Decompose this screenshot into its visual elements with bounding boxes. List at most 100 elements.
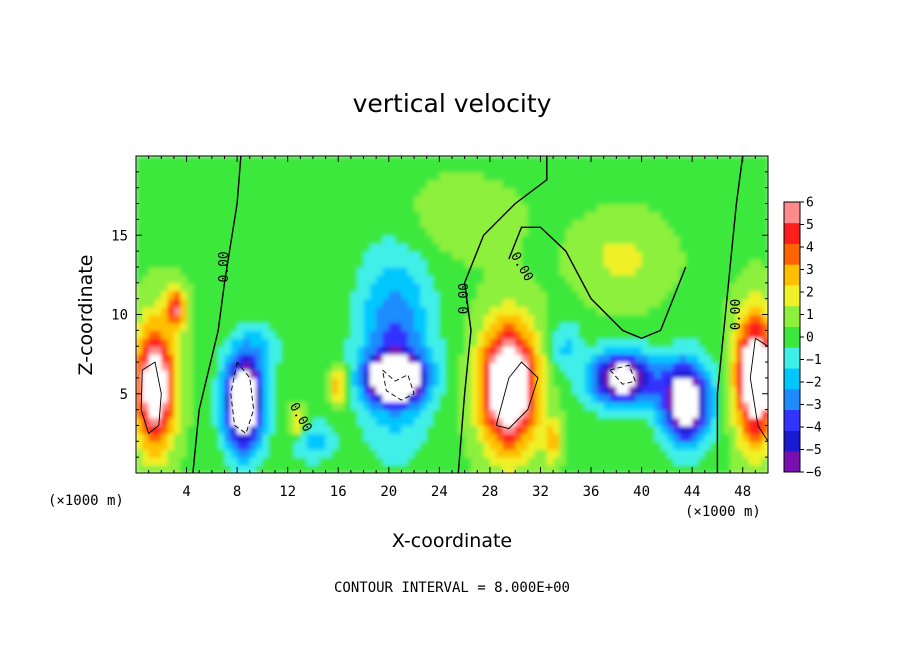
heatmap-cell <box>540 457 548 466</box>
heatmap-cell <box>192 425 200 434</box>
heatmap-cell <box>199 156 207 165</box>
heatmap-cell <box>294 163 301 173</box>
heatmap-cell <box>243 163 251 173</box>
heatmap-cell <box>508 298 516 308</box>
heatmap-cell <box>173 433 181 442</box>
heatmap-cell <box>306 362 314 371</box>
heatmap-cell <box>540 377 548 387</box>
heatmap-cell <box>603 362 611 371</box>
heatmap-cell <box>736 330 744 339</box>
heatmap-cell <box>414 171 421 181</box>
heatmap-cell <box>673 393 681 403</box>
heatmap-cell <box>344 433 352 442</box>
heatmap-cell <box>654 163 662 173</box>
heatmap-cell <box>591 465 598 473</box>
heatmap-cell <box>540 203 548 213</box>
heatmap-cell <box>445 203 453 213</box>
heatmap-cell <box>565 322 573 331</box>
heatmap-cell <box>325 314 333 324</box>
heatmap-cell <box>218 203 226 213</box>
heatmap-cell <box>502 195 510 205</box>
heatmap-cell <box>679 282 687 292</box>
heatmap-cell <box>622 393 630 403</box>
heatmap-cell <box>224 362 232 371</box>
heatmap-cell <box>628 203 636 213</box>
heatmap-cell <box>142 314 150 324</box>
heatmap-cell <box>723 243 731 252</box>
colorbar-segment <box>784 347 800 369</box>
heatmap-cell <box>312 266 320 276</box>
heatmap-cell <box>685 369 693 379</box>
heatmap-cell <box>654 425 662 434</box>
heatmap-cell <box>350 441 358 450</box>
heatmap-cell <box>186 290 194 300</box>
heatmap-cell <box>666 211 674 221</box>
heatmap-cell <box>249 259 257 268</box>
heatmap-cell <box>136 401 143 411</box>
heatmap-cell <box>610 171 617 181</box>
heatmap-cell <box>635 385 643 395</box>
heatmap-cell <box>477 156 485 165</box>
heatmap-cell <box>470 290 478 300</box>
heatmap-cell <box>136 298 143 308</box>
heatmap-cell <box>515 346 523 355</box>
heatmap-cell <box>173 322 181 331</box>
heatmap-cell <box>559 235 567 244</box>
heatmap-cell <box>363 417 371 427</box>
heatmap-cell <box>496 457 504 466</box>
heatmap-cell <box>325 219 333 228</box>
heatmap-cell <box>148 377 156 387</box>
heatmap-cell <box>243 362 251 371</box>
heatmap-cell <box>673 251 681 260</box>
heatmap-cell <box>647 235 655 244</box>
heatmap-cell <box>521 330 529 339</box>
heatmap-cell <box>464 211 472 221</box>
heatmap-cell <box>161 393 169 403</box>
heatmap-cell <box>742 266 750 276</box>
heatmap-cell <box>142 187 150 197</box>
heatmap-cell <box>331 433 339 442</box>
heatmap-cell <box>230 385 238 395</box>
heatmap-cell <box>622 163 630 173</box>
heatmap-cell <box>344 346 352 355</box>
heatmap-cell <box>237 346 245 355</box>
heatmap-cell <box>717 298 725 308</box>
heatmap-cell <box>445 369 453 379</box>
heatmap-cell <box>749 251 756 260</box>
heatmap-cell <box>540 393 548 403</box>
heatmap-cell <box>414 179 421 189</box>
heatmap-cell <box>591 290 598 300</box>
heatmap-cell <box>489 259 497 268</box>
heatmap-cell <box>458 179 466 189</box>
heatmap-cell <box>464 298 472 308</box>
heatmap-cell <box>496 417 504 427</box>
heatmap-cell <box>521 457 529 466</box>
heatmap-cell <box>464 195 472 205</box>
heatmap-cell <box>635 322 643 331</box>
heatmap-cell <box>344 322 352 331</box>
heatmap-cell <box>521 243 529 252</box>
heatmap-cell <box>275 156 282 165</box>
heatmap-cell <box>736 314 744 324</box>
heatmap-cell <box>730 266 737 276</box>
heatmap-cell <box>717 330 725 339</box>
heatmap-cell <box>610 322 617 331</box>
heatmap-cell <box>578 203 586 213</box>
heatmap-cell <box>275 338 282 347</box>
heatmap-cell <box>654 282 662 292</box>
heatmap-cell <box>458 465 466 473</box>
heatmap-cell <box>711 338 719 347</box>
heatmap-cell <box>572 377 579 387</box>
heatmap-cell <box>458 369 466 379</box>
heatmap-cell <box>742 251 750 260</box>
heatmap-cell <box>224 401 232 411</box>
heatmap-cell <box>319 409 327 419</box>
heatmap-cell <box>186 433 194 442</box>
heatmap-cell <box>161 266 169 276</box>
heatmap-cell <box>749 195 756 205</box>
heatmap-cell <box>161 433 169 442</box>
heatmap-cell <box>312 290 320 300</box>
heatmap-cell <box>730 306 737 316</box>
heatmap-cell <box>464 171 472 181</box>
heatmap-cell <box>136 274 143 284</box>
